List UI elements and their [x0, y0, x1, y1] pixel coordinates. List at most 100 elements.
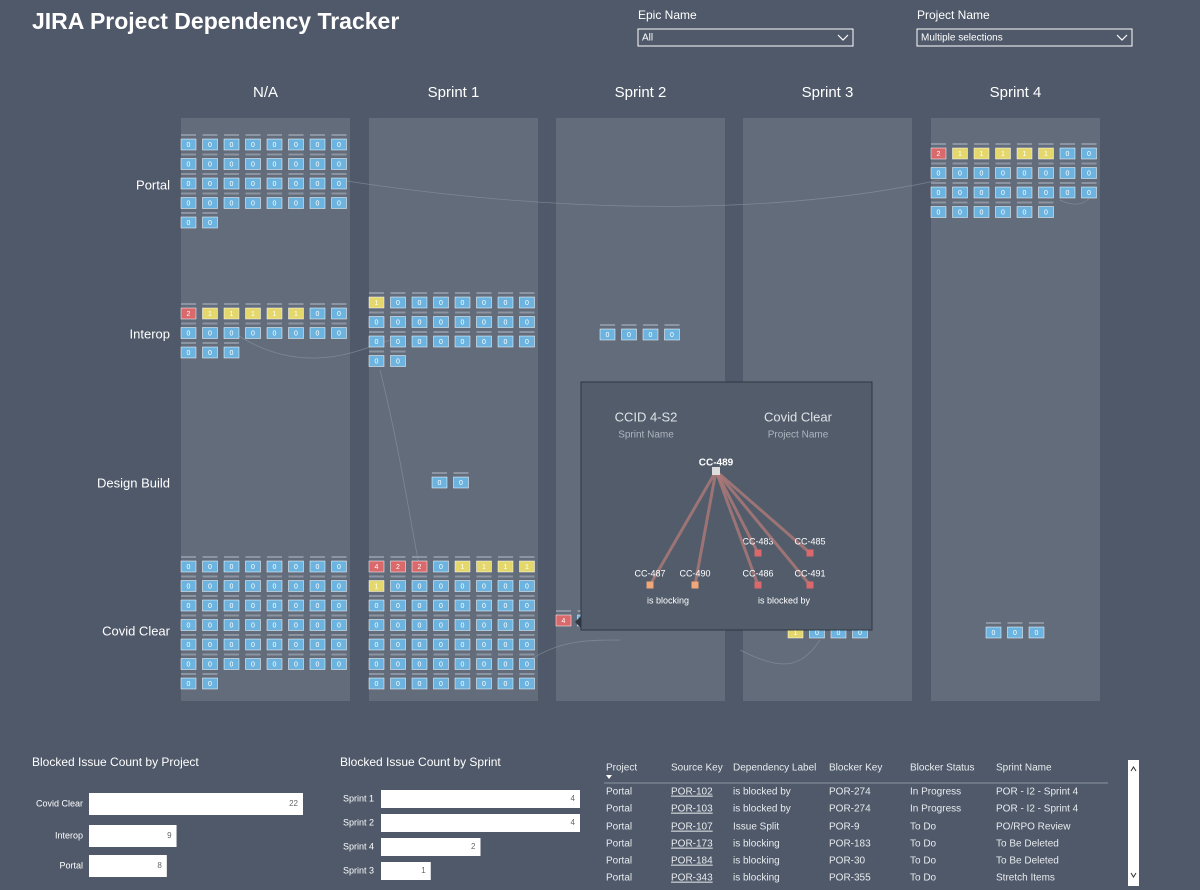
issue-tile[interactable] — [431, 476, 448, 489]
issue-tile[interactable] — [1038, 186, 1054, 199]
issue-tile[interactable] — [1059, 167, 1076, 179]
issue-tile[interactable] — [223, 638, 240, 651]
issue-tile[interactable] — [202, 138, 218, 151]
issue-tile[interactable] — [288, 158, 304, 170]
issue-tile[interactable] — [180, 638, 197, 651]
issue-tile[interactable] — [1059, 147, 1076, 160]
issue-tile[interactable] — [266, 177, 283, 190]
issue-tile[interactable] — [433, 677, 449, 690]
issue-tile[interactable] — [180, 327, 197, 339]
issue-tile[interactable] — [519, 316, 535, 328]
filter-dropdown[interactable] — [637, 28, 854, 47]
bar[interactable] — [381, 838, 481, 856]
issue-tile[interactable] — [180, 346, 197, 359]
issue-tile[interactable] — [223, 177, 240, 190]
issue-tile[interactable] — [288, 177, 304, 190]
issue-tile[interactable] — [180, 158, 197, 170]
issue-tile[interactable] — [497, 316, 514, 328]
issue-tile[interactable] — [433, 560, 449, 573]
issue-tile[interactable] — [309, 560, 326, 573]
issue-tile[interactable] — [952, 206, 968, 218]
issue-tile[interactable] — [390, 335, 406, 348]
issue-tile[interactable] — [411, 619, 428, 631]
issue-tile[interactable] — [411, 638, 428, 651]
issue-tile[interactable] — [180, 599, 197, 612]
issue-tile[interactable] — [223, 560, 240, 573]
issue-tile[interactable] — [454, 619, 471, 631]
issue-tile[interactable] — [1016, 206, 1033, 218]
issue-tile[interactable] — [331, 177, 347, 190]
issue-tile[interactable] — [309, 177, 326, 190]
issue-tile[interactable] — [309, 599, 326, 612]
issue-tile[interactable] — [202, 619, 218, 631]
issue-tile[interactable] — [266, 658, 283, 670]
issue-tile[interactable] — [202, 307, 218, 320]
issue-tile[interactable] — [245, 307, 261, 320]
issue-tile[interactable] — [1081, 167, 1097, 179]
issue-tile[interactable] — [368, 580, 385, 592]
issue-tile[interactable] — [288, 580, 304, 592]
issue-tile[interactable] — [519, 560, 535, 573]
issue-tile[interactable] — [309, 638, 326, 651]
issue-tile[interactable] — [390, 677, 406, 690]
issue-tile[interactable] — [180, 658, 197, 670]
issue-tile[interactable] — [223, 580, 240, 592]
issue-tile[interactable] — [476, 560, 492, 573]
issue-tile[interactable] — [368, 335, 385, 348]
issue-tile[interactable] — [519, 335, 535, 348]
issue-tile[interactable] — [331, 580, 347, 592]
issue-tile[interactable] — [309, 307, 326, 320]
issue-tile[interactable] — [390, 316, 406, 328]
issue-tile[interactable] — [180, 560, 197, 573]
issue-tile[interactable] — [266, 580, 283, 592]
issue-tile[interactable] — [995, 167, 1011, 179]
issue-tile[interactable] — [309, 619, 326, 631]
issue-tile[interactable] — [266, 638, 283, 651]
bar[interactable] — [89, 825, 177, 847]
issue-tile[interactable] — [245, 619, 261, 631]
issue-tile[interactable] — [497, 560, 514, 573]
issue-tile[interactable] — [390, 638, 406, 651]
issue-tile[interactable] — [519, 580, 535, 592]
issue-tile[interactable] — [476, 619, 492, 631]
issue-tile[interactable] — [952, 186, 968, 199]
issue-tile[interactable] — [411, 580, 428, 592]
issue-tile[interactable] — [288, 619, 304, 631]
issue-tile[interactable] — [973, 147, 990, 160]
issue-tile[interactable] — [411, 599, 428, 612]
issue-tile[interactable] — [288, 327, 304, 339]
issue-tile[interactable] — [411, 335, 428, 348]
table-cell[interactable]: POR-173 — [671, 839, 713, 850]
issue-tile[interactable] — [331, 638, 347, 651]
issue-tile[interactable] — [390, 296, 406, 309]
issue-tile[interactable] — [331, 658, 347, 670]
issue-tile[interactable] — [202, 560, 218, 573]
issue-tile[interactable] — [433, 658, 449, 670]
issue-tile[interactable] — [202, 216, 218, 229]
issue-tile[interactable] — [454, 296, 471, 309]
issue-tile[interactable] — [288, 658, 304, 670]
issue-tile[interactable] — [245, 197, 261, 209]
issue-tile[interactable] — [453, 476, 469, 489]
issue-tile[interactable] — [497, 296, 514, 309]
issue-tile[interactable] — [180, 619, 197, 631]
issue-tile[interactable] — [433, 335, 449, 348]
issue-tile[interactable] — [1007, 626, 1023, 639]
dependency-node[interactable] — [691, 581, 699, 589]
issue-tile[interactable] — [180, 138, 197, 151]
dependency-node[interactable] — [754, 549, 762, 557]
issue-tile[interactable] — [433, 599, 449, 612]
issue-tile[interactable] — [952, 167, 968, 179]
issue-tile[interactable] — [476, 335, 492, 348]
issue-tile[interactable] — [202, 177, 218, 190]
issue-tile[interactable] — [411, 677, 428, 690]
dependency-node[interactable] — [806, 549, 814, 557]
issue-tile[interactable] — [368, 296, 385, 309]
issue-tile[interactable] — [223, 158, 240, 170]
issue-tile[interactable] — [223, 599, 240, 612]
issue-tile[interactable] — [390, 560, 406, 573]
issue-tile[interactable] — [411, 316, 428, 328]
issue-tile[interactable] — [202, 658, 218, 670]
issue-tile[interactable] — [497, 658, 514, 670]
dependency-node[interactable] — [754, 581, 762, 589]
